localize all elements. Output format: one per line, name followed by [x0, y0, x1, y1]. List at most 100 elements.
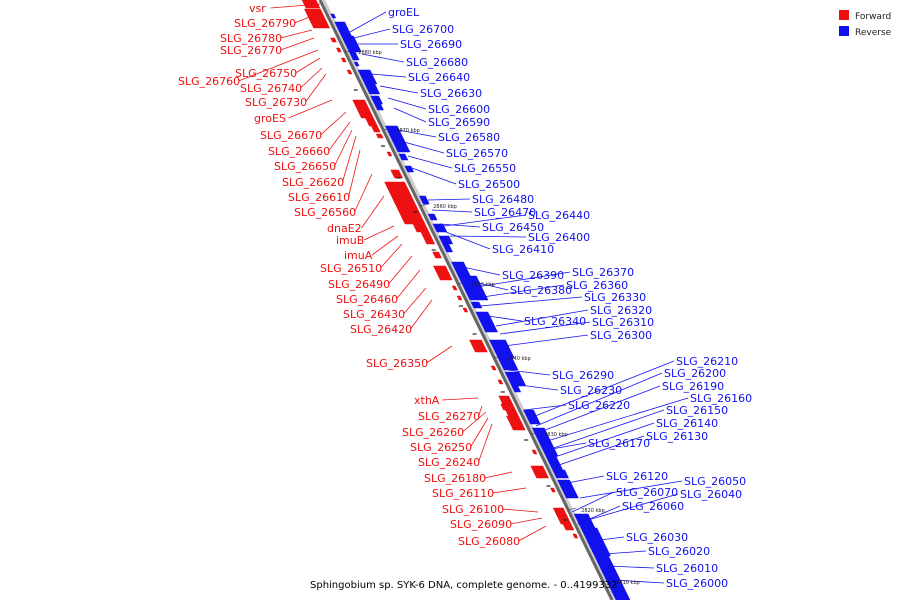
reverse-gene-label[interactable]: SLG_26590	[428, 116, 490, 129]
reverse-gene-label[interactable]: SLG_26370	[572, 266, 634, 279]
forward-gene-label[interactable]: SLG_26100	[442, 503, 504, 516]
reverse-gene-label[interactable]: SLG_26050	[684, 475, 746, 488]
reverse-gene-label[interactable]: SLG_26500	[458, 178, 520, 191]
forward-gene-label[interactable]: imuA	[344, 249, 373, 262]
forward-gene-label[interactable]: SLG_26110	[432, 487, 494, 500]
forward-gene-label[interactable]: vsr	[249, 2, 266, 15]
reverse-gene-block	[552, 469, 570, 479]
forward-gene-label[interactable]: imuB	[336, 234, 364, 247]
forward-gene-label[interactable]: groES	[254, 112, 286, 125]
reverse-gene-label[interactable]: SLG_26410	[492, 243, 554, 256]
reverse-gene-block	[404, 165, 415, 173]
forward-leader-line	[305, 73, 327, 103]
reverse-gene-label[interactable]: SLG_26030	[626, 531, 688, 544]
reverse-gene-label[interactable]: SLG_26290	[552, 369, 614, 382]
reverse-gene-label[interactable]: SLG_26300	[590, 329, 652, 342]
reverse-gene-label[interactable]: SLG_26470	[474, 206, 536, 219]
reverse-gene-block	[557, 479, 579, 499]
forward-gene-label[interactable]: SLG_26080	[458, 535, 520, 548]
reverse-gene-label[interactable]: SLG_26580	[438, 131, 500, 144]
forward-gene-label[interactable]: SLG_26620	[282, 176, 344, 189]
reverse-gene-label[interactable]: SLG_26380	[510, 284, 572, 297]
reverse-gene-label[interactable]: SLG_26210	[676, 355, 738, 368]
forward-gene-label[interactable]: SLG_26770	[220, 44, 282, 57]
reverse-gene-label[interactable]: SLG_26170	[588, 437, 650, 450]
reverse-leader-line	[555, 435, 645, 467]
reverse-gene-label[interactable]: SLG_26630	[420, 87, 482, 100]
reverse-gene-label[interactable]: SLG_26450	[482, 221, 544, 234]
forward-gene-label[interactable]: SLG_26250	[410, 441, 472, 454]
forward-gene-label[interactable]: SLG_26730	[245, 96, 307, 109]
forward-gene-label[interactable]: SLG_26240	[418, 456, 480, 469]
reverse-gene-label[interactable]: SLG_26600	[428, 103, 490, 116]
reverse-gene-label[interactable]: SLG_26330	[584, 291, 646, 304]
reverse-gene-label[interactable]: SLG_26200	[664, 367, 726, 380]
reverse-leader-line	[587, 493, 679, 521]
forward-gene-label[interactable]: SLG_26430	[343, 308, 405, 321]
forward-gene-label[interactable]: SLG_26560	[294, 206, 356, 219]
reverse-leader-line	[439, 223, 481, 228]
reverse-gene-label[interactable]: SLG_26480	[472, 193, 534, 206]
reverse-gene-label[interactable]: SLG_26000	[666, 577, 728, 590]
forward-gene-block	[346, 69, 353, 75]
reverse-gene-label[interactable]: SLG_26570	[446, 147, 508, 160]
reverse-gene-label[interactable]: SLG_26700	[392, 23, 454, 36]
reverse-gene-label[interactable]: SLG_26440	[528, 209, 590, 222]
reverse-gene-label[interactable]: SLG_26130	[646, 430, 708, 443]
forward-gene-block	[505, 409, 519, 417]
forward-leader-line	[462, 411, 487, 433]
forward-gene-label[interactable]: SLG_26090	[450, 518, 512, 531]
reverse-gene-label[interactable]: SLG_26190	[662, 380, 724, 393]
reverse-gene-label[interactable]: SLG_26400	[528, 231, 590, 244]
reverse-gene-label[interactable]: SLG_26160	[690, 392, 752, 405]
reverse-gene-label[interactable]: SLG_26150	[666, 404, 728, 417]
reverse-gene-label[interactable]: SLG_26550	[454, 162, 516, 175]
reverse-gene-label[interactable]: groEL	[388, 6, 420, 19]
reverse-gene-label[interactable]: SLG_26040	[680, 488, 742, 501]
reverse-gene-label[interactable]: SLG_26140	[656, 417, 718, 430]
reverse-gene-label[interactable]: SLG_26310	[592, 316, 654, 329]
forward-gene-label[interactable]: SLG_26350	[366, 357, 428, 370]
reverse-leader-line	[411, 167, 457, 185]
forward-gene-label[interactable]: SLG_26490	[328, 278, 390, 291]
forward-gene-label[interactable]: SLG_26180	[424, 472, 486, 485]
forward-gene-label[interactable]: SLG_26420	[350, 323, 412, 336]
forward-gene-label[interactable]: SLG_26670	[260, 129, 322, 142]
reverse-gene-label[interactable]: SLG_26390	[502, 269, 564, 282]
forward-leader-line	[470, 417, 489, 448]
legend-reverse-swatch	[839, 26, 849, 36]
reverse-gene-label[interactable]: SLG_26230	[560, 384, 622, 397]
forward-gene-label[interactable]: SLG_26510	[320, 262, 382, 275]
reverse-gene-label[interactable]: SLG_26690	[400, 38, 462, 51]
reverse-gene-block	[330, 13, 337, 19]
reverse-gene-label[interactable]: SLG_26360	[566, 279, 628, 292]
reverse-gene-label[interactable]: SLG_26070	[616, 486, 678, 499]
axis-tick	[420, 203, 429, 207]
forward-leader-line	[441, 397, 479, 401]
forward-gene-label[interactable]: SLG_26760	[178, 75, 240, 88]
forward-gene-label[interactable]: SLG_26270	[418, 410, 480, 423]
reverse-gene-block	[480, 321, 498, 333]
reverse-leader-line	[523, 404, 567, 411]
forward-gene-label[interactable]: SLG_26610	[288, 191, 350, 204]
forward-gene-block	[572, 533, 579, 539]
forward-gene-label[interactable]: SLG_26660	[268, 145, 330, 158]
reverse-gene-label[interactable]: SLG_26680	[406, 56, 468, 69]
reverse-gene-label[interactable]: SLG_26220	[568, 399, 630, 412]
forward-gene-label[interactable]: SLG_26790	[234, 17, 296, 30]
reverse-gene-label[interactable]: SLG_26340	[524, 315, 586, 328]
forward-gene-label[interactable]: SLG_26460	[336, 293, 398, 306]
reverse-gene-label[interactable]: SLG_26120	[606, 470, 668, 483]
reverse-gene-label[interactable]: SLG_26320	[590, 304, 652, 317]
reverse-gene-label[interactable]: SLG_26060	[622, 500, 684, 513]
forward-gene-label[interactable]: SLG_26740	[240, 82, 302, 95]
forward-gene-label[interactable]: dnaE2	[327, 222, 362, 235]
reverse-gene-label[interactable]: SLG_26010	[656, 562, 718, 575]
forward-gene-label[interactable]: xthA	[414, 394, 440, 407]
reverse-gene-label[interactable]: SLG_26640	[408, 71, 470, 84]
forward-gene-label[interactable]: SLG_26780	[220, 32, 282, 45]
reverse-gene-label[interactable]: SLG_26020	[648, 545, 710, 558]
forward-gene-label[interactable]: SLG_26750	[235, 67, 297, 80]
forward-gene-label[interactable]: SLG_26260	[402, 426, 464, 439]
forward-gene-label[interactable]: SLG_26650	[274, 160, 336, 173]
